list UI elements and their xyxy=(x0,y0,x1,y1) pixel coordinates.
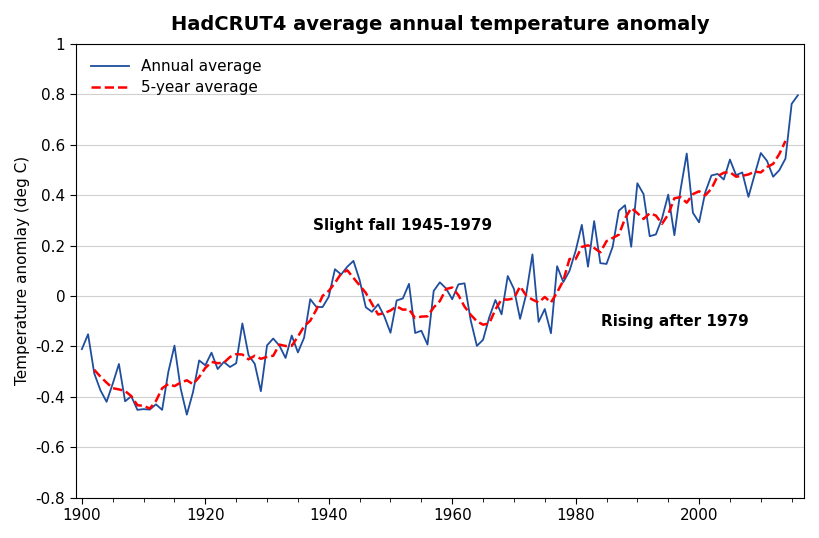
Text: Slight fall 1945-1979: Slight fall 1945-1979 xyxy=(314,218,492,233)
5-year average xyxy=(114,386,124,393)
Annual average xyxy=(182,412,192,418)
Annual average xyxy=(77,346,87,352)
5-year average xyxy=(108,385,118,392)
Annual average xyxy=(404,281,414,287)
Annual average xyxy=(250,360,260,367)
Title: HadCRUT4 average annual temperature anomaly: HadCRUT4 average annual temperature anom… xyxy=(170,15,709,34)
Legend: Annual average, 5-year average: Annual average, 5-year average xyxy=(84,52,269,103)
Annual average xyxy=(231,360,241,366)
5-year average xyxy=(669,195,679,201)
Line: Annual average: Annual average xyxy=(82,95,798,415)
5-year average xyxy=(89,366,99,373)
5-year average xyxy=(614,231,624,238)
5-year average xyxy=(737,173,747,179)
Annual average xyxy=(749,172,759,178)
Text: Rising after 1979: Rising after 1979 xyxy=(600,314,749,329)
Y-axis label: Temperature anomlay (deg C): Temperature anomlay (deg C) xyxy=(15,156,30,385)
5-year average xyxy=(781,138,790,144)
Annual average xyxy=(793,92,803,98)
Annual average xyxy=(274,342,284,349)
Line: 5-year average: 5-year average xyxy=(94,141,785,408)
Annual average xyxy=(219,359,229,365)
5-year average xyxy=(145,405,155,412)
5-year average xyxy=(318,293,328,299)
